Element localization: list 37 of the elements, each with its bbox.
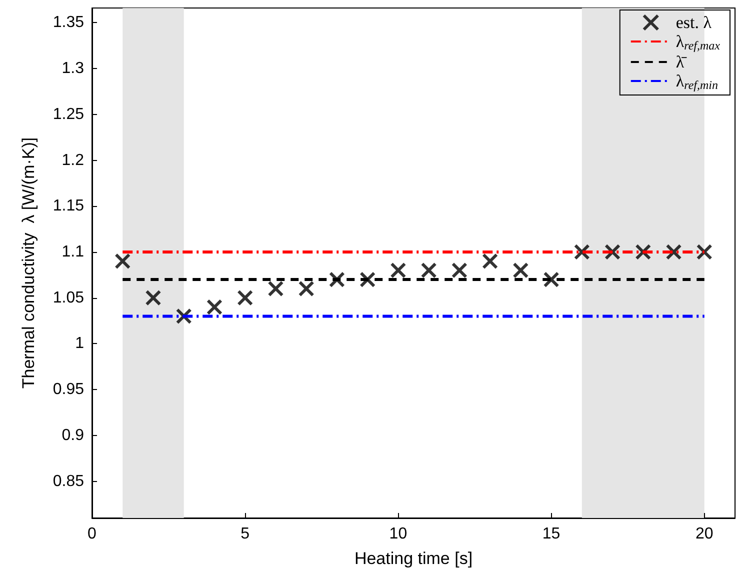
x-tick-label: 10: [389, 526, 408, 542]
point: [237, 290, 254, 306]
y-tick-label: 1.15: [52, 198, 84, 215]
y-tick-label: 0.85: [52, 472, 84, 490]
point: [451, 262, 468, 278]
point: [482, 253, 498, 270]
y-tick-label: 1.05: [52, 289, 84, 306]
point: [390, 262, 406, 278]
point: [420, 262, 437, 278]
x-tick-label: 20: [695, 526, 714, 542]
y-tick-label: 1.25: [52, 106, 84, 123]
x-tick-label: 0: [88, 526, 97, 542]
y-tick-label: 1.3: [62, 60, 84, 78]
point: [696, 244, 712, 260]
point: [206, 299, 222, 316]
point: [543, 272, 560, 288]
point: [360, 272, 376, 288]
x-axis-title: Heating time [s]: [354, 549, 473, 568]
y-tick-label: 1.35: [52, 14, 84, 32]
point: [328, 272, 345, 288]
y-tick-label: 0.95: [52, 381, 84, 398]
point: [268, 280, 284, 297]
legend-label: est. λ: [676, 13, 712, 32]
y-axis-title: Thermal conductivity λ [W/(m·K)]: [19, 137, 38, 389]
point: [145, 290, 162, 306]
point: [604, 244, 621, 260]
point: [114, 253, 131, 270]
point: [512, 262, 529, 278]
y-tick-label: 1.2: [62, 152, 84, 169]
x-tick-label: 5: [240, 526, 250, 542]
y-tick-label: 1: [75, 335, 84, 352]
y-tick-label: 0.9: [62, 426, 84, 444]
y-tick-label: 1.1: [62, 243, 84, 260]
x-tick-label: 15: [542, 526, 560, 542]
point: [298, 280, 314, 297]
point: [666, 244, 682, 260]
legend-label: λ̄: [676, 52, 688, 72]
